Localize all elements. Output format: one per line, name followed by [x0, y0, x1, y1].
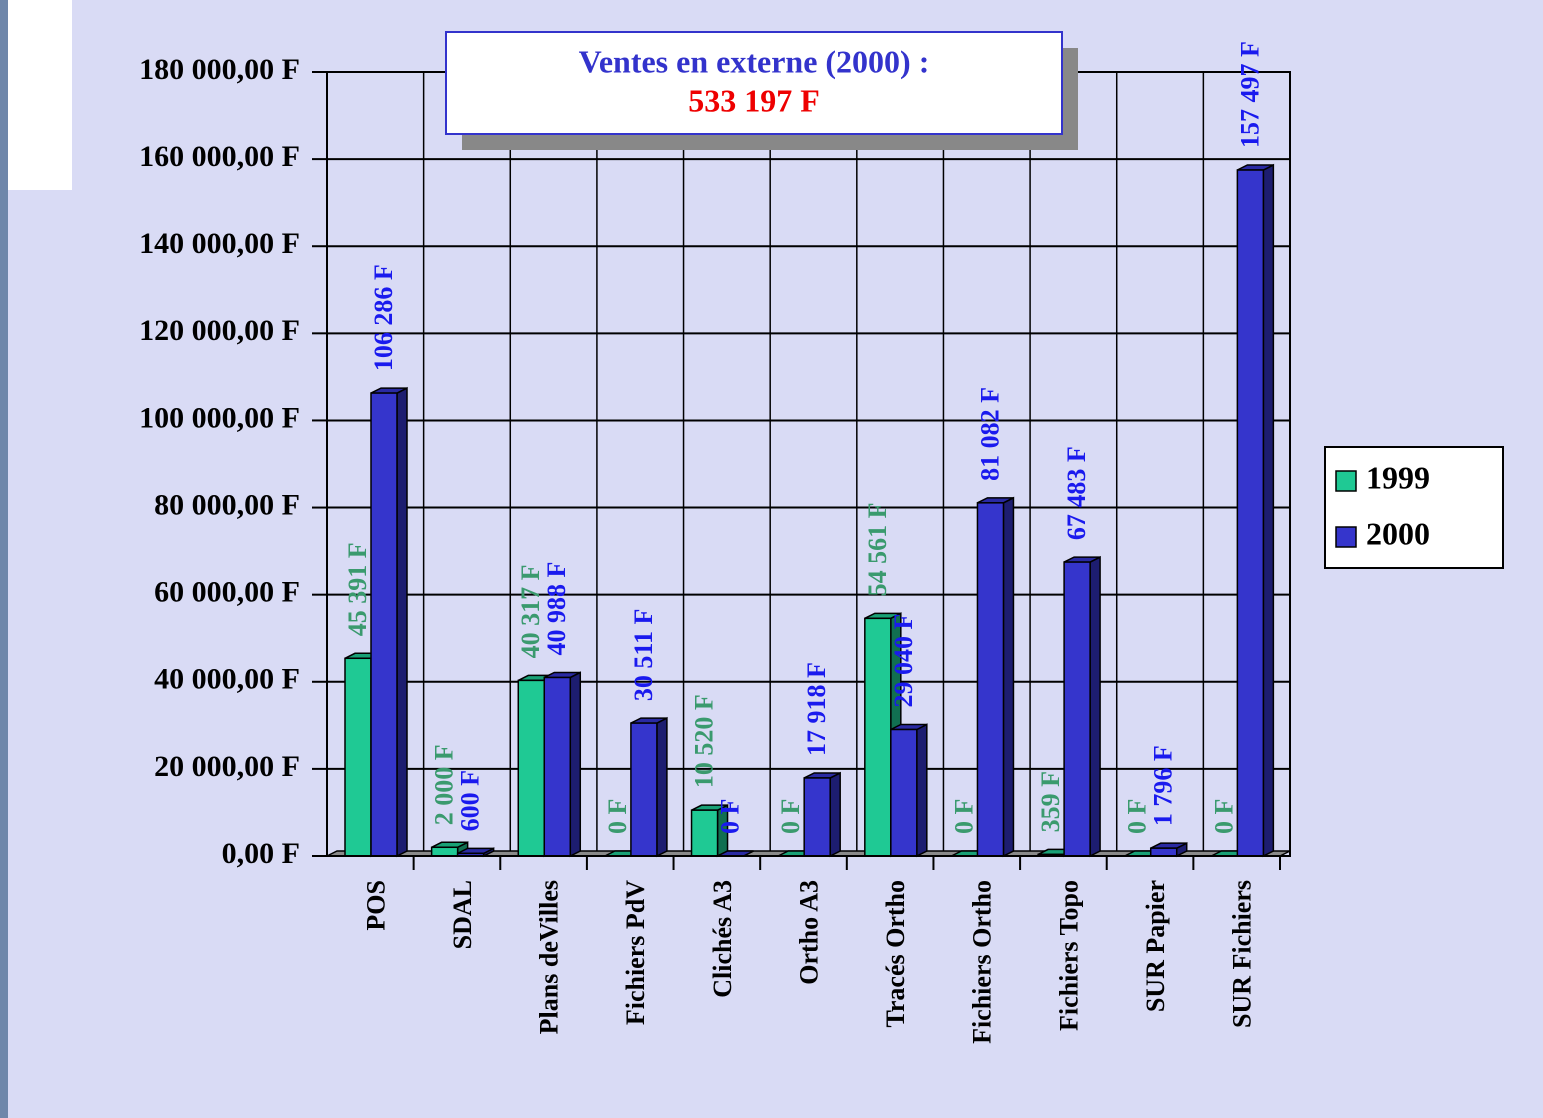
data-label: 157 497 F: [1235, 41, 1264, 148]
y-tick-label: 20 000,00 F: [154, 750, 300, 783]
data-label: 10 520 F: [690, 694, 719, 788]
bar: [370, 392, 398, 857]
bar: [630, 722, 658, 857]
data-label: 0 F: [603, 799, 632, 834]
x-tick-label: Ortho A3: [794, 880, 823, 985]
bar-side: [1002, 496, 1015, 858]
legend-swatch: [1335, 470, 1357, 492]
bar: [690, 809, 719, 857]
data-label: 2 000 F: [430, 744, 459, 825]
x-tick-label: Fichiers PdV: [621, 880, 650, 1025]
bar: [1236, 169, 1265, 857]
y-tick-label: 140 000,00 F: [139, 227, 300, 260]
y-tick-label: 0,00 F: [222, 837, 300, 870]
data-label: 0 F: [776, 799, 805, 834]
legend-label: 2000: [1366, 515, 1430, 551]
chart-title: Ventes en externe (2000) :: [579, 43, 930, 79]
legend-box: [1324, 446, 1504, 569]
bar: [803, 777, 831, 857]
data-label: 54 561 F: [863, 502, 892, 596]
x-tick-label: SUR Fichiers: [1228, 880, 1257, 1028]
bar-side: [1089, 555, 1101, 858]
x-tick-label: Plans deVilles: [535, 880, 564, 1034]
left-strip: [0, 0, 8, 1118]
y-tick-label: 60 000,00 F: [154, 576, 300, 609]
x-tick-label: Clichés A3: [708, 880, 737, 998]
x-tick-label: Tracés Ortho: [881, 880, 910, 1028]
legend-label: 1999: [1366, 459, 1430, 495]
data-label: 30 511 F: [629, 609, 658, 701]
y-tick-label: 160 000,00 F: [139, 140, 300, 173]
bar-side: [569, 671, 582, 858]
data-label: 81 082 F: [975, 387, 1004, 481]
bar: [864, 617, 892, 857]
y-tick-label: 180 000,00 F: [139, 53, 300, 86]
data-label: 0 F: [1209, 799, 1238, 834]
chart-subtitle: 533 197 F: [688, 82, 820, 118]
plot: 0,00 F 20 000,00 F 40 000,00 F 60 000,00 F 8…: [139, 41, 1291, 1044]
bar-side: [829, 771, 841, 858]
x-tick-label: SUR Papier: [1141, 880, 1170, 1012]
bar-side: [396, 386, 408, 858]
data-label: 17 918 F: [802, 662, 831, 756]
data-label: 1 796 F: [1149, 745, 1178, 826]
data-label: 67 483 F: [1062, 446, 1091, 540]
y-tick-label: 40 000,00 F: [154, 663, 300, 696]
bar: [1063, 561, 1091, 857]
data-label: 40 317 F: [516, 565, 545, 659]
legend-swatch: [1335, 526, 1357, 548]
data-label: 0 F: [716, 799, 745, 834]
data-label: 0 F: [1123, 799, 1152, 834]
x-tick-label: Fichiers Topo: [1054, 880, 1083, 1031]
x-tick-label: SDAL: [448, 880, 477, 949]
bar: [976, 502, 1005, 857]
bar-side: [656, 716, 668, 858]
data-label: 29 040 F: [889, 614, 918, 708]
bar: [517, 679, 546, 857]
y-tick-label: 100 000,00 F: [139, 401, 300, 434]
data-label: 600 F: [456, 770, 485, 831]
title-box: [445, 31, 1063, 135]
bar: [543, 676, 572, 857]
bar-side: [916, 723, 928, 858]
corner-panel: [8, 0, 72, 190]
y-tick-label: 80 000,00 F: [154, 488, 300, 521]
bar-side: [1262, 163, 1275, 858]
x-tick-label: POS: [361, 880, 390, 931]
bar: [890, 728, 918, 857]
data-label: 0 F: [949, 799, 978, 834]
bar: [1149, 847, 1178, 857]
data-label: 45 391 F: [343, 542, 372, 636]
plot-wall: [326, 71, 1291, 857]
bar: [430, 846, 459, 857]
bar: [344, 657, 372, 857]
data-label: 40 988 F: [542, 562, 571, 656]
x-tick-label: Fichiers Ortho: [968, 880, 997, 1044]
data-label: 359 F: [1036, 771, 1065, 832]
y-tick-label: 120 000,00 F: [139, 314, 300, 347]
data-label: 106 286 F: [369, 264, 398, 371]
